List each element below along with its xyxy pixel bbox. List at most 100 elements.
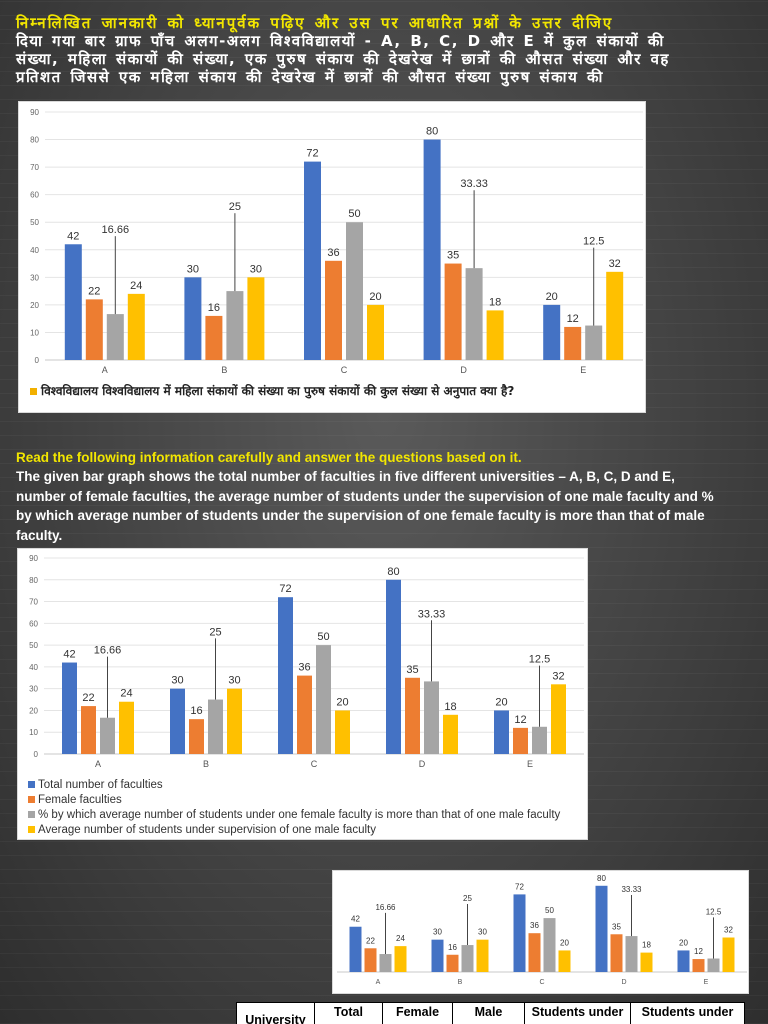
bar-b-s4 (227, 688, 242, 754)
hindi-body: दिया गया बार ग्राफ पाँच अलग-अलग विश्वविद… (16, 32, 670, 86)
bar-a-s3 (379, 954, 392, 972)
bar-c-s4 (335, 710, 350, 754)
bar-c-s3 (346, 222, 363, 360)
bar-e-s3 (585, 325, 603, 360)
bar-a-s3 (100, 717, 115, 754)
data-label: 36 (327, 247, 339, 259)
legend-label: Total number of faculties (38, 778, 163, 791)
data-label: 35 (447, 250, 459, 262)
data-label: 16 (448, 943, 457, 952)
data-label: 36 (298, 662, 310, 674)
data-label: 50 (348, 208, 360, 220)
bar-d-s4 (443, 714, 458, 754)
data-label: 35 (612, 922, 621, 931)
bar-b-s2 (189, 719, 204, 754)
data-label: 24 (130, 280, 142, 292)
legend-label: Female faculties (38, 793, 122, 806)
data-label: 32 (609, 258, 621, 270)
y-tick-label: 60 (29, 619, 38, 628)
bar-b-s4 (247, 277, 265, 360)
x-tick-label: E (704, 979, 709, 986)
legend-swatch-icon (28, 781, 35, 788)
data-label: 12.5 (583, 236, 604, 248)
y-tick-label: 10 (30, 328, 39, 337)
bar-d-s4 (640, 952, 653, 972)
bar-a-s1 (349, 926, 362, 972)
legend-swatch-icon (28, 811, 35, 818)
y-tick-label: 30 (29, 685, 38, 694)
y-tick-label: 90 (30, 108, 39, 117)
x-tick-label: A (102, 365, 108, 375)
chart-legend: Total number of faculties Female faculti… (28, 777, 560, 837)
bar-c-s4 (367, 304, 384, 360)
table-header-row: University Total Female Male Students un… (236, 1002, 745, 1024)
bar-a-s1 (62, 662, 77, 754)
bar-chart-small: 42 22 16.66 24 A 30 16 25 30 B 72 36 50 20 C 80 35 33.33 1… (337, 874, 747, 986)
data-label: 50 (545, 906, 554, 915)
data-label: 12 (514, 714, 526, 726)
data-label: 80 (426, 126, 438, 138)
data-label: 42 (67, 230, 79, 242)
bar-e-s1 (543, 304, 561, 360)
bar-c-s2 (528, 933, 541, 972)
data-label: 42 (63, 649, 75, 661)
hindi-passage: निम्नलिखित जानकारी को ध्यानपूर्वक पढ़िए … (16, 14, 716, 86)
y-tick-label: 50 (29, 641, 38, 650)
data-label: 22 (82, 692, 94, 704)
bar-b-s3 (208, 699, 223, 754)
y-tick-label: 90 (29, 554, 38, 563)
bar-a-s2 (364, 948, 377, 972)
english-body: The given bar graph shows the total numb… (16, 469, 714, 543)
data-label: 80 (597, 874, 606, 883)
bar-d-s2 (444, 263, 462, 360)
bar-d-s1 (595, 885, 608, 972)
hindi-title: निम्नलिखित जानकारी को ध्यानपूर्वक पढ़िए … (16, 14, 614, 32)
data-label: 22 (366, 936, 375, 945)
bar-c-s4 (558, 950, 571, 972)
x-tick-label: E (580, 365, 586, 375)
bar-b-s2 (446, 954, 459, 972)
table-header: Male (452, 1002, 525, 1024)
x-tick-label: A (95, 759, 101, 769)
bar-b-s1 (184, 277, 202, 360)
y-tick-label: 80 (29, 576, 38, 585)
data-label: 20 (369, 291, 381, 303)
bar-a-s3 (106, 314, 124, 360)
y-tick-label: 50 (30, 218, 39, 227)
data-label: 16 (190, 705, 202, 717)
chart-english: 0 10 20 30 40 50 60 70 80 90 42 22 16.66 24 A 30 16 25 30 B… (17, 548, 588, 840)
data-label: 16.66 (375, 903, 396, 912)
data-label: 30 (228, 675, 240, 687)
bar-a-s4 (127, 293, 145, 360)
y-tick-label: 80 (30, 136, 39, 145)
data-label: 42 (351, 915, 360, 924)
x-tick-label: A (376, 979, 381, 986)
data-label: 32 (724, 926, 733, 935)
bar-e-s1 (494, 710, 509, 754)
bar-a-s1 (64, 244, 82, 360)
data-label: 18 (642, 941, 651, 950)
y-tick-label: 40 (29, 663, 38, 672)
bar-c-s2 (325, 260, 342, 360)
data-label: 30 (187, 263, 199, 275)
bar-e-s2 (564, 326, 582, 360)
bar-a-s4 (394, 946, 407, 972)
bar-c-s1 (304, 161, 321, 360)
data-label: 12.5 (529, 654, 550, 666)
bar-d-s1 (386, 579, 401, 754)
bar-a-s2 (85, 299, 103, 360)
bar-c-s3 (543, 918, 556, 972)
legend-label: % by which average number of students un… (38, 808, 561, 821)
data-label: 16.66 (94, 645, 122, 657)
table-header: Students under (524, 1002, 631, 1024)
data-label: 30 (250, 263, 262, 275)
bar-e-s4 (722, 937, 735, 972)
bar-d-s2 (610, 934, 623, 972)
data-label: 18 (444, 701, 456, 713)
legend-item-total: Total number of faculties (28, 777, 560, 792)
bar-d-s1 (423, 139, 441, 360)
x-tick-label: C (539, 979, 544, 986)
table-header: Female (382, 1002, 453, 1024)
bar-e-s4 (606, 271, 624, 360)
data-label: 72 (306, 148, 318, 160)
